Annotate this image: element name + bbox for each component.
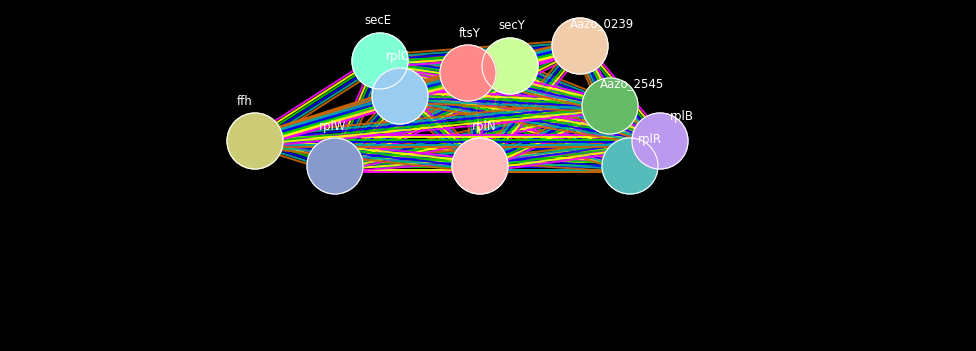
Text: ftsY: ftsY	[459, 27, 481, 40]
Circle shape	[552, 18, 608, 74]
Circle shape	[352, 33, 408, 89]
Text: secE: secE	[364, 14, 391, 27]
Text: rplC: rplC	[386, 50, 410, 63]
Text: rplB: rplB	[670, 110, 694, 123]
Circle shape	[482, 38, 538, 94]
Circle shape	[227, 113, 283, 169]
Text: rplR: rplR	[638, 133, 662, 146]
Circle shape	[632, 113, 688, 169]
Circle shape	[307, 138, 363, 194]
Circle shape	[602, 138, 658, 194]
Text: rplN: rplN	[471, 120, 497, 133]
Text: secY: secY	[499, 19, 525, 32]
Text: ffh: ffh	[237, 95, 253, 108]
Text: Aazo_2545: Aazo_2545	[600, 77, 664, 90]
Circle shape	[582, 78, 638, 134]
Circle shape	[452, 138, 508, 194]
Circle shape	[440, 45, 496, 101]
Text: rplW: rplW	[319, 120, 346, 133]
Text: Aazo_0239: Aazo_0239	[570, 17, 634, 30]
Circle shape	[372, 68, 428, 124]
